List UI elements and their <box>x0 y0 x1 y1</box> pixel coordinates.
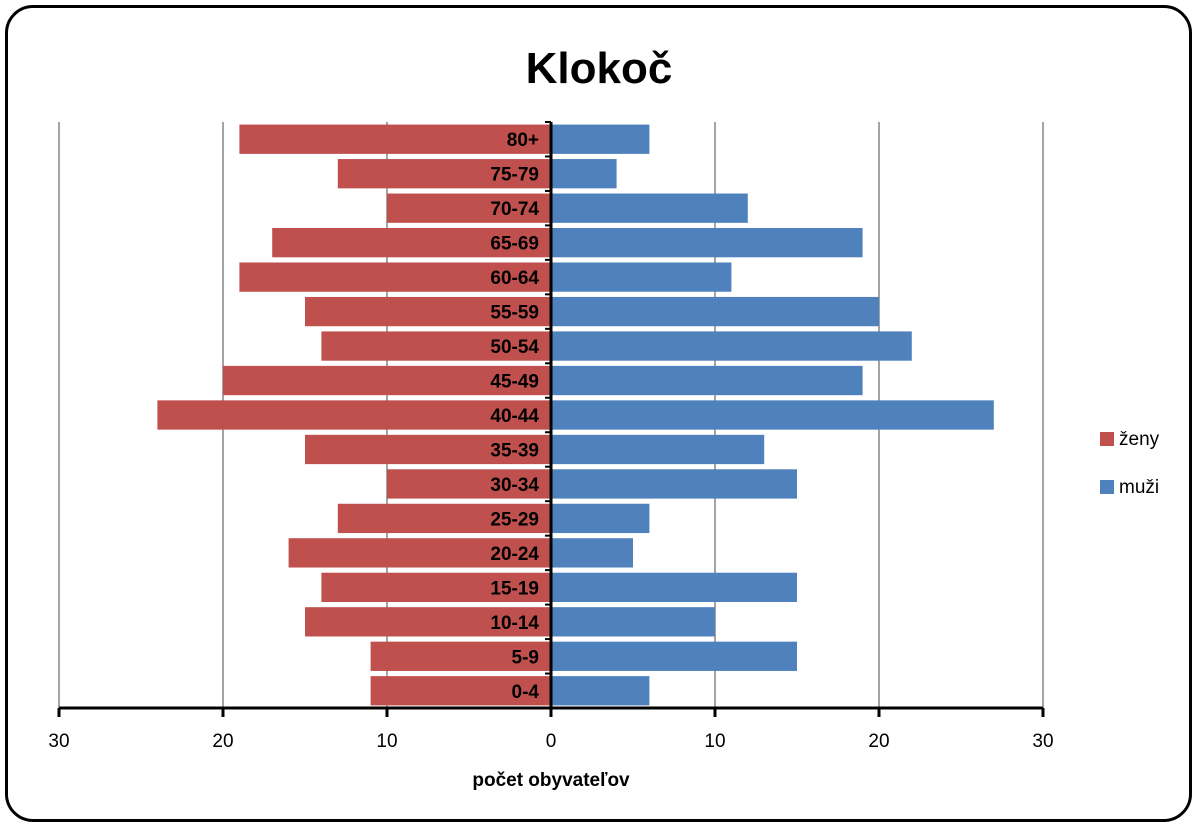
x-tick-label: 20 <box>212 731 233 752</box>
x-tick-label: 0 <box>546 731 557 752</box>
bar-muzi-80+ <box>551 124 650 154</box>
bar-zeny-45-49 <box>223 365 551 396</box>
bar-zeny-15-19 <box>321 572 551 603</box>
x-tick-label: 10 <box>704 731 725 752</box>
bar-muzi-20-24 <box>551 538 633 568</box>
legend-label: muži <box>1119 477 1159 498</box>
category-label: 70-74 <box>490 199 539 220</box>
bar-zeny-40-44 <box>157 400 551 430</box>
x-tick-label: 10 <box>376 731 397 752</box>
x-tick-labels: 30 20 10 0 10 20 30 <box>48 731 1053 752</box>
category-label: 25-29 <box>490 509 539 530</box>
category-label: 80+ <box>507 130 539 151</box>
bar-muzi-75-79 <box>551 159 617 189</box>
category-label: 15-19 <box>490 578 539 599</box>
category-label: 5-9 <box>512 647 539 668</box>
bar-zeny-65-69 <box>272 227 551 258</box>
category-label: 50-54 <box>490 337 539 358</box>
category-label: 45-49 <box>490 372 539 393</box>
legend-swatch-1 <box>1100 480 1114 494</box>
bar-muzi-0-4 <box>551 676 650 706</box>
category-label: 0-4 <box>512 682 540 703</box>
bar-muzi-25-29 <box>551 503 650 534</box>
bar-muzi-40-44 <box>551 400 994 430</box>
bar-muzi-35-39 <box>551 434 765 465</box>
bar-zeny-70-74 <box>387 193 551 223</box>
legend-label: ženy <box>1119 429 1160 450</box>
x-tick-label: 20 <box>868 731 889 752</box>
bar-zeny-60-64 <box>239 262 551 292</box>
category-label: 65-69 <box>490 234 539 255</box>
bar-zeny-5-9 <box>370 641 551 671</box>
bar-muzi-15-19 <box>551 572 797 603</box>
bar-muzi-60-64 <box>551 262 732 292</box>
bars <box>157 124 994 706</box>
category-labels: 80+ 75-79 70-74 65-69 60-64 55-59 50-54 45-49 40… <box>490 130 539 703</box>
bar-zeny-75-79 <box>337 159 551 189</box>
bar-zeny-20-24 <box>288 538 551 568</box>
category-label: 40-44 <box>490 406 539 427</box>
bar-zeny-10-14 <box>305 607 551 637</box>
axes <box>57 121 1045 717</box>
category-label: 20-24 <box>490 544 539 565</box>
bar-zeny-0-4 <box>370 676 551 706</box>
category-label: 30-34 <box>490 475 539 496</box>
x-axis-label: počet obyvateľov <box>472 770 630 791</box>
bar-muzi-45-49 <box>551 365 863 396</box>
bar-muzi-65-69 <box>551 227 863 258</box>
chart-title: Klokoč <box>526 44 673 93</box>
bar-muzi-50-54 <box>551 331 912 361</box>
category-label: 55-59 <box>490 303 539 324</box>
bar-muzi-10-14 <box>551 607 715 637</box>
category-label: 75-79 <box>490 165 539 186</box>
bar-zeny-50-54 <box>321 331 551 361</box>
bar-muzi-70-74 <box>551 193 748 223</box>
bar-muzi-30-34 <box>551 469 797 499</box>
bar-muzi-55-59 <box>551 296 879 327</box>
x-tick-label: 30 <box>1032 731 1053 752</box>
category-label: 10-14 <box>490 613 539 634</box>
legend-swatch-0 <box>1100 432 1114 446</box>
bar-zeny-55-59 <box>305 296 551 327</box>
bar-zeny-25-29 <box>337 503 551 534</box>
bar-zeny-30-34 <box>387 469 551 499</box>
bar-zeny-80+ <box>239 124 551 154</box>
x-tick-label: 30 <box>48 731 69 752</box>
legend: ženy muži <box>1100 429 1160 498</box>
bar-muzi-5-9 <box>551 641 797 671</box>
category-label: 35-39 <box>490 440 539 461</box>
bar-zeny-35-39 <box>305 434 551 465</box>
category-label: 60-64 <box>490 268 539 289</box>
